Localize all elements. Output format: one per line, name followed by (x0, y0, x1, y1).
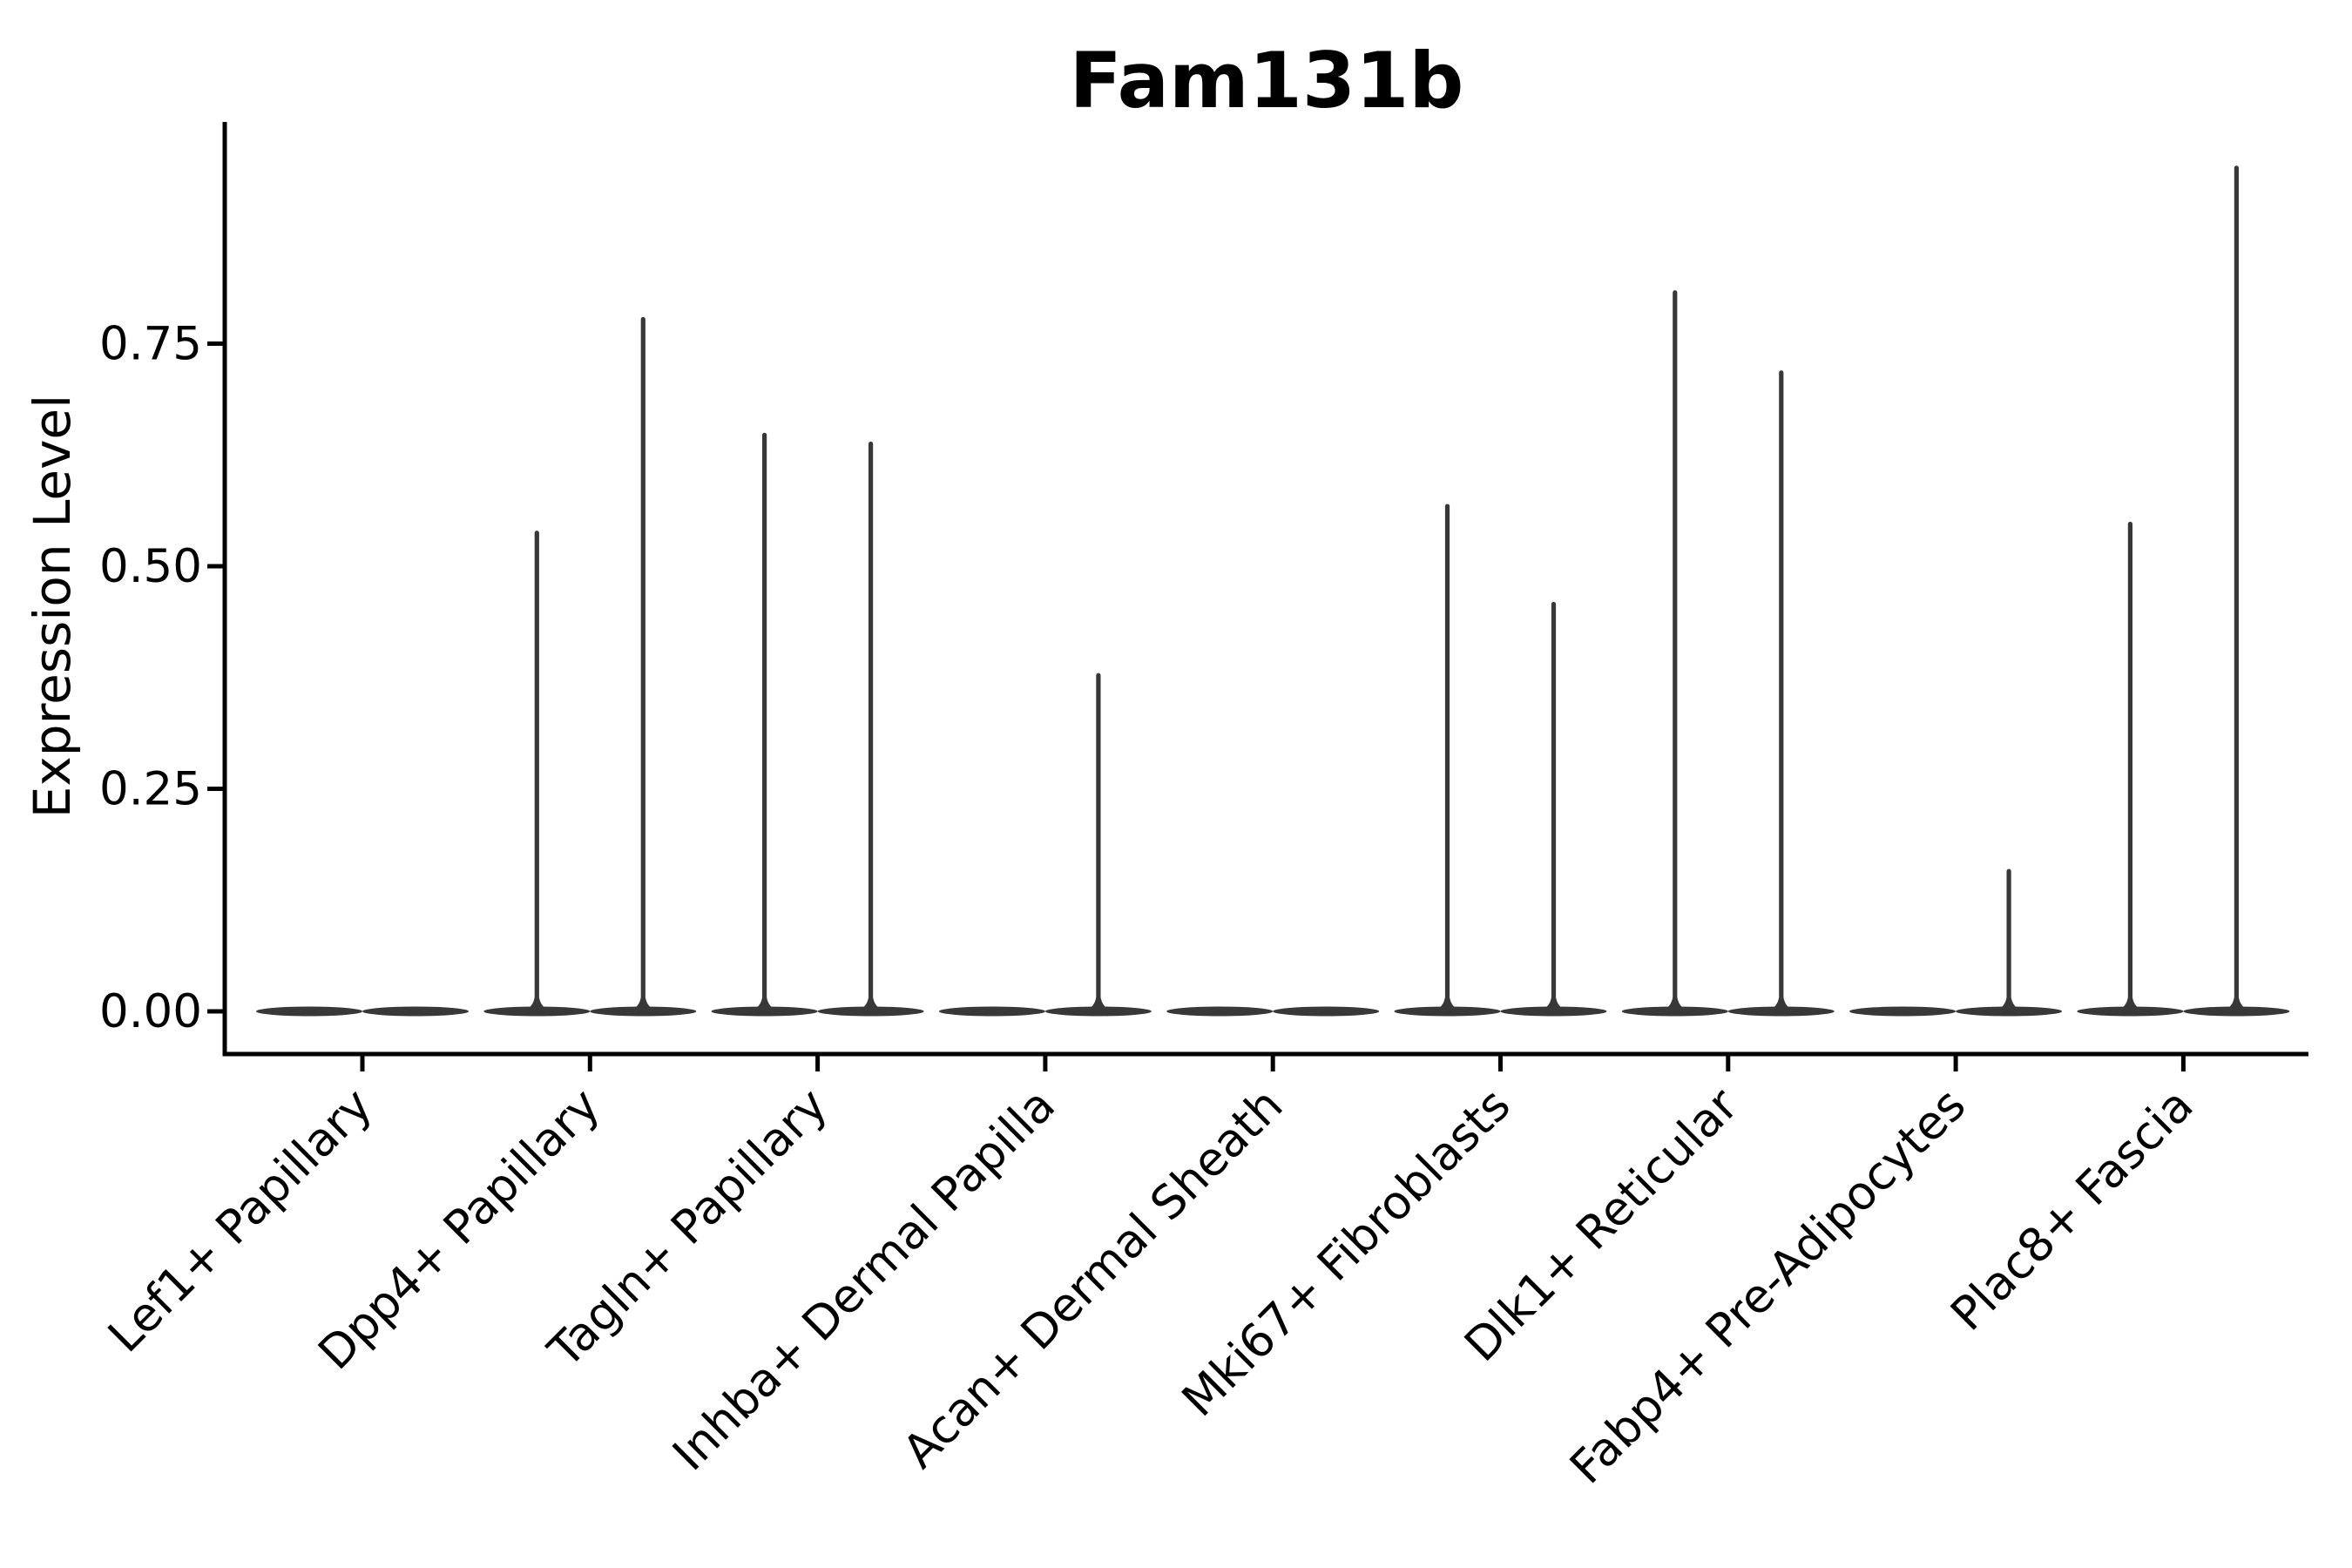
x-tick-label: Plac8+ Fascia (1941, 1078, 2203, 1341)
violin-base (817, 1006, 924, 1017)
violin-category (483, 316, 697, 1017)
violin-base (256, 1006, 362, 1017)
violin-base (1621, 1006, 1728, 1017)
violin-category (1849, 868, 2063, 1017)
violin-base (1956, 1006, 2063, 1017)
y-tick-label: 0.00 (99, 985, 202, 1038)
violin-base (1273, 1006, 1380, 1017)
violin-base (1394, 1006, 1501, 1017)
violin-spike (2223, 166, 2250, 1010)
violin-base (938, 1006, 1045, 1017)
violin-spike (1540, 601, 1567, 1010)
violin-base (711, 1006, 818, 1017)
x-tick-label: Fabp4+ Pre-Adipocytes (1560, 1078, 1976, 1494)
violin-category (711, 432, 924, 1017)
violin-category (1394, 504, 1607, 1017)
violin-spike (630, 316, 657, 1010)
violin-base (1727, 1006, 1835, 1017)
violin-base (362, 1006, 469, 1017)
y-tick-label: 0.50 (99, 540, 202, 593)
violin-category (938, 672, 1152, 1017)
violin-category (256, 1006, 469, 1017)
y-axis-label: Expression Level (23, 395, 82, 818)
violin-spike (857, 441, 884, 1010)
violin-spike (1434, 504, 1461, 1010)
violin-base (2077, 1006, 2184, 1017)
violin-base (1044, 1006, 1152, 1017)
violin-spike (1767, 370, 1794, 1010)
x-tick-label: Acan+ Dermal Sheath (893, 1078, 1293, 1478)
y-tick-label: 0.25 (99, 763, 202, 816)
violin-base (483, 1006, 591, 1017)
violin-base (2183, 1006, 2290, 1017)
violin-base (1166, 1006, 1274, 1017)
violin-spike (1996, 868, 2023, 1010)
violin-category (1621, 290, 1835, 1017)
violin-spike (2117, 521, 2144, 1010)
violin-category (1166, 1006, 1380, 1017)
violin-spike (1085, 672, 1112, 1010)
violin-category (2077, 166, 2290, 1017)
violin-base (1500, 1006, 1607, 1017)
y-tick-label: 0.75 (99, 318, 202, 371)
x-tick-label: Inhba+ Dermal Papilla (663, 1078, 1065, 1481)
violin-base (1849, 1006, 1957, 1017)
chart-title: Fam131b (1070, 36, 1464, 125)
violins-layer (256, 166, 2290, 1017)
y-axis-ticks: 0.00 0.25 0.50 0.75 (99, 318, 225, 1038)
violin-spike (1661, 290, 1688, 1010)
violin-spike (751, 432, 778, 1010)
violin-base (590, 1006, 697, 1017)
violin-spike (524, 531, 551, 1010)
